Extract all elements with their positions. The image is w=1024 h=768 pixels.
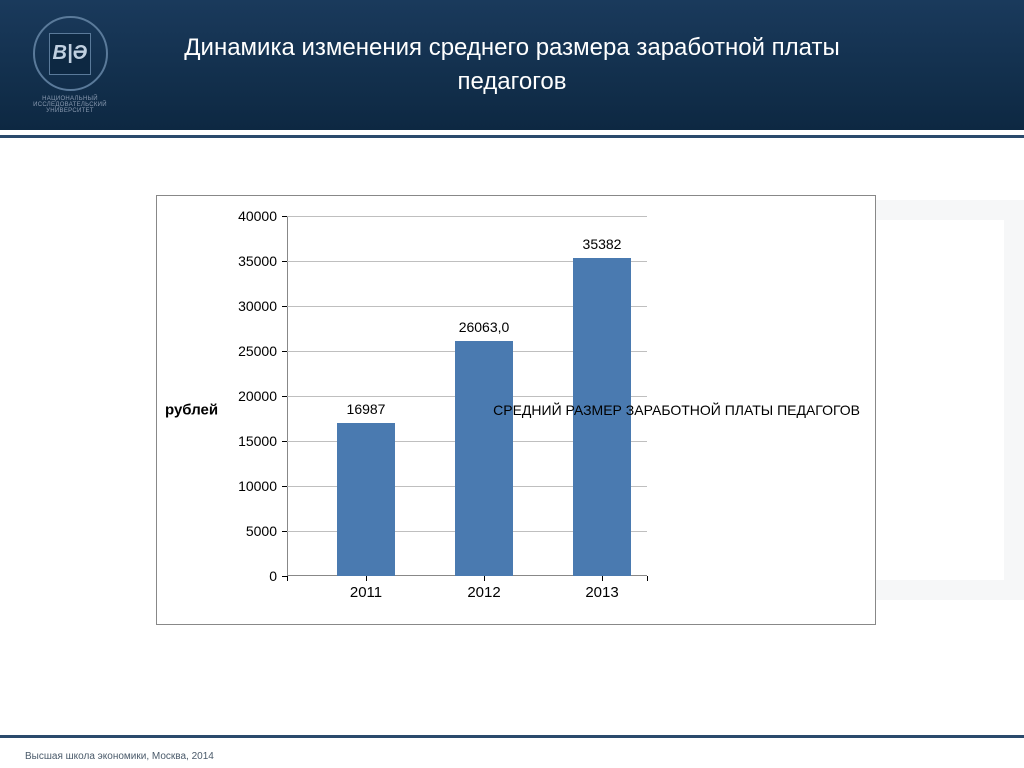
bar-value-label: 26063,0 (459, 319, 510, 335)
y-tick-label: 5000 (227, 523, 277, 539)
slide-title: Динамика изменения среднего размера зара… (140, 31, 884, 98)
chart-container: рублей 050001000015000200002500030000350… (156, 195, 876, 625)
y-tick-mark (282, 486, 287, 487)
plot-area: 0500010000150002000025000300003500040000… (287, 216, 647, 576)
bar: 26063,0 (455, 341, 513, 576)
x-tick-mark (602, 576, 603, 581)
y-axis-title: рублей (165, 402, 218, 419)
footer-divider (0, 735, 1024, 743)
y-tick-mark (282, 351, 287, 352)
title-area: Динамика изменения среднего размера зара… (140, 31, 1024, 98)
x-tick-mark (366, 576, 367, 581)
logo-area: B|Ə НАЦИОНАЛЬНЫЙ ИССЛЕДОВАТЕЛЬСКИЙ УНИВЕ… (0, 0, 140, 130)
y-tick-label: 25000 (227, 343, 277, 359)
y-tick-label: 30000 (227, 298, 277, 314)
y-tick-label: 20000 (227, 388, 277, 404)
x-tick-mark (287, 576, 288, 581)
header-divider (0, 130, 1024, 138)
x-tick-label: 2012 (467, 584, 500, 601)
y-tick-mark (282, 441, 287, 442)
y-tick-label: 0 (227, 568, 277, 584)
y-tick-mark (282, 396, 287, 397)
logo-text-line1: НАЦИОНАЛЬНЫЙ ИССЛЕДОВАТЕЛЬСКИЙ (10, 96, 130, 108)
legend-label: СРЕДНИЙ РАЗМЕР ЗАРАБОТНОЙ ПЛАТЫ ПЕДАГОГО… (493, 401, 860, 419)
x-tick-mark (647, 576, 648, 581)
logo-circle: B|Ə (33, 16, 108, 91)
y-tick-label: 10000 (227, 478, 277, 494)
x-tick-label: 2013 (585, 584, 618, 601)
x-tick-label: 2011 (350, 584, 382, 601)
legend-marker (477, 405, 487, 415)
logo-text-line2: УНИВЕРСИТЕТ (46, 108, 94, 114)
y-tick-mark (282, 531, 287, 532)
bar-value-label: 16987 (347, 401, 386, 417)
y-tick-label: 15000 (227, 433, 277, 449)
footer-text: Высшая школа экономики, Москва, 2014 (25, 751, 214, 762)
slide-header: B|Ə НАЦИОНАЛЬНЫЙ ИССЛЕДОВАТЕЛЬСКИЙ УНИВЕ… (0, 0, 1024, 130)
bar-value-label: 35382 (583, 236, 622, 252)
chart-legend: СРЕДНИЙ РАЗМЕР ЗАРАБОТНОЙ ПЛАТЫ ПЕДАГОГО… (477, 401, 860, 419)
y-tick-label: 40000 (227, 208, 277, 224)
y-tick-label: 35000 (227, 253, 277, 269)
y-tick-mark (282, 216, 287, 217)
grid-line (287, 216, 647, 217)
logo-letters: B|Ə (49, 33, 91, 75)
y-tick-mark (282, 261, 287, 262)
y-tick-mark (282, 306, 287, 307)
x-tick-mark (484, 576, 485, 581)
bar: 16987 (337, 423, 395, 576)
